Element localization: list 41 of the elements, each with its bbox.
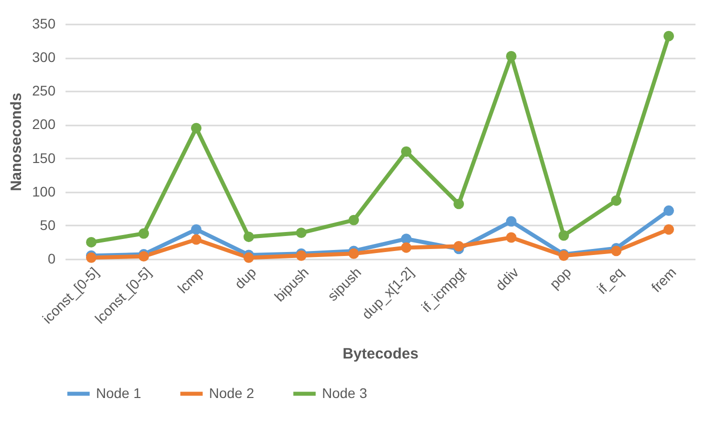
point	[348, 214, 359, 226]
point	[454, 198, 464, 210]
point	[664, 224, 674, 235]
point	[244, 232, 254, 242]
point	[191, 122, 202, 134]
point	[191, 234, 202, 245]
y-tick-label: 100	[32, 183, 56, 200]
x-tick-label: pop	[546, 264, 574, 292]
point	[244, 252, 254, 263]
point	[401, 146, 412, 157]
legend-label: Node 2	[209, 384, 254, 401]
y-tick-label: 150	[32, 150, 56, 166]
y-tick-label: 250	[32, 82, 56, 99]
point	[506, 50, 516, 62]
point	[454, 241, 464, 252]
point	[401, 242, 412, 253]
point	[191, 224, 202, 235]
y-axis-title: Nanoseconds	[8, 92, 26, 192]
y-tick-label: 350	[32, 16, 56, 32]
legend-label: Node 3	[322, 384, 368, 401]
x-tick-label: frem	[648, 264, 680, 296]
point	[401, 234, 412, 244]
point	[86, 236, 96, 248]
y-tick-label: 0	[48, 250, 56, 266]
x-axis-title: Bytecodes	[342, 346, 418, 363]
point	[664, 205, 674, 216]
point	[611, 246, 622, 256]
point	[506, 232, 516, 243]
x-tick-label: ddiv	[492, 264, 522, 294]
x-tick-label: dup	[231, 264, 260, 292]
y-tick-label: 50	[40, 216, 56, 233]
point	[296, 228, 306, 238]
y-tick-label: 300	[32, 49, 56, 66]
point	[611, 195, 622, 206]
legend-label: Node 1	[96, 384, 142, 401]
point	[664, 30, 674, 42]
y-tick-label: 200	[32, 116, 56, 132]
point	[506, 216, 516, 227]
point	[138, 228, 149, 239]
point	[558, 230, 569, 241]
point	[348, 248, 359, 259]
